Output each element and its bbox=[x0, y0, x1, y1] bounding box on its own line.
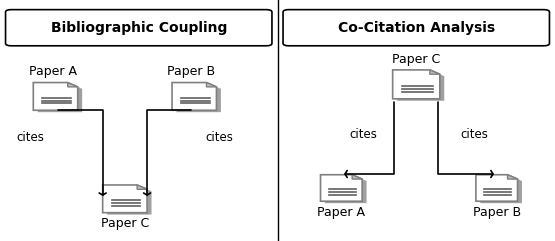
Polygon shape bbox=[107, 187, 152, 215]
Polygon shape bbox=[352, 175, 362, 179]
Text: Paper C: Paper C bbox=[392, 53, 440, 66]
Text: Paper A: Paper A bbox=[29, 65, 77, 78]
FancyBboxPatch shape bbox=[283, 10, 549, 46]
Polygon shape bbox=[172, 82, 216, 110]
Text: cites: cites bbox=[205, 131, 233, 144]
Polygon shape bbox=[393, 70, 440, 99]
Polygon shape bbox=[68, 82, 78, 87]
Text: Paper B: Paper B bbox=[473, 206, 521, 219]
Polygon shape bbox=[321, 175, 362, 201]
Text: cites: cites bbox=[17, 131, 44, 144]
Text: Paper C: Paper C bbox=[101, 217, 149, 230]
Polygon shape bbox=[325, 177, 366, 203]
Polygon shape bbox=[103, 185, 147, 213]
Text: cites: cites bbox=[350, 128, 377, 141]
Polygon shape bbox=[206, 82, 216, 87]
Polygon shape bbox=[397, 72, 444, 101]
Text: Paper B: Paper B bbox=[168, 65, 215, 78]
FancyBboxPatch shape bbox=[6, 10, 272, 46]
Polygon shape bbox=[430, 70, 440, 74]
Polygon shape bbox=[481, 177, 522, 203]
Text: Co-Citation Analysis: Co-Citation Analysis bbox=[337, 21, 495, 35]
Polygon shape bbox=[33, 82, 78, 110]
Polygon shape bbox=[508, 175, 518, 179]
Polygon shape bbox=[176, 85, 221, 112]
Text: cites: cites bbox=[461, 128, 488, 141]
Text: Bibliographic Coupling: Bibliographic Coupling bbox=[51, 21, 227, 35]
Polygon shape bbox=[137, 185, 147, 189]
Text: Paper A: Paper A bbox=[317, 206, 365, 219]
Polygon shape bbox=[38, 85, 82, 112]
Polygon shape bbox=[476, 175, 518, 201]
